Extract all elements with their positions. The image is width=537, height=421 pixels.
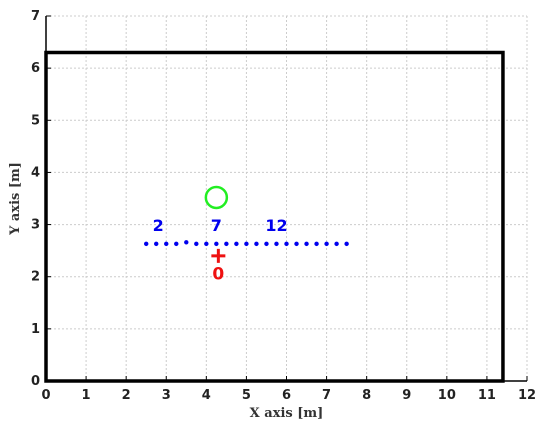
x-tick-label: 3 [162,388,171,403]
source-label: 0 [212,264,224,284]
y-tick-label: 0 [31,374,40,389]
microphone-point [214,241,219,247]
x-tick-label: 1 [82,388,91,403]
y-tick-label: 2 [31,270,40,285]
microphone-point [264,241,269,247]
microphone-point [204,241,209,247]
microphone-label: 12 [265,216,287,235]
microphone-point [334,241,339,247]
microphone-label: 7 [211,216,222,235]
microphone-point [304,241,309,247]
y-axis-label: Y axis [m] [8,162,23,236]
microphone-array [144,240,349,247]
sources: 0 [204,185,229,284]
room-boundary [44,50,505,383]
y-tick-label: 4 [31,165,40,180]
y-tick-label: 6 [31,61,40,76]
x-tick-label: 0 [41,388,50,403]
grid [45,15,528,382]
microphone-point [184,240,189,245]
microphone-point [274,241,279,247]
microphone-point [294,241,299,247]
source-circle-marker [204,185,229,210]
microphone-point [314,241,319,247]
x-tick-label: 8 [362,388,371,403]
microphone-point [254,241,259,247]
x-tick-label: 2 [122,388,131,403]
microphone-point [224,241,229,247]
y-tick-label: 7 [31,9,40,24]
microphone-labels: 2 7 12 [153,216,288,235]
x-tick-label: 12 [518,388,536,403]
microphone-point [174,241,179,247]
microphone-point [344,241,349,247]
axes [45,16,527,382]
microphone-point [324,241,329,247]
x-axis-label: X axis [m] [250,406,324,421]
x-tick-label: 10 [438,388,456,403]
microphone-point [164,241,169,247]
y-tick-label: 1 [31,322,40,337]
microphone-point [154,241,159,247]
x-tick-label: 6 [282,388,291,403]
microphone-point [144,241,149,247]
x-tick-label: 4 [202,388,211,403]
x-tick-label: 11 [478,388,496,403]
x-tick-label: 7 [322,388,331,403]
x-tick-label: 5 [242,388,251,403]
microphone-point [194,241,199,247]
y-tick-label: 5 [31,113,40,128]
microphone-point [284,241,289,247]
y-tick-label: 3 [31,218,40,233]
microphone-point [244,241,249,247]
y-ticks: 0 1 2 3 4 5 6 7 [31,9,51,389]
microphone-point [234,241,239,247]
microphone-label: 2 [153,216,164,235]
x-tick-label: 9 [402,388,411,403]
